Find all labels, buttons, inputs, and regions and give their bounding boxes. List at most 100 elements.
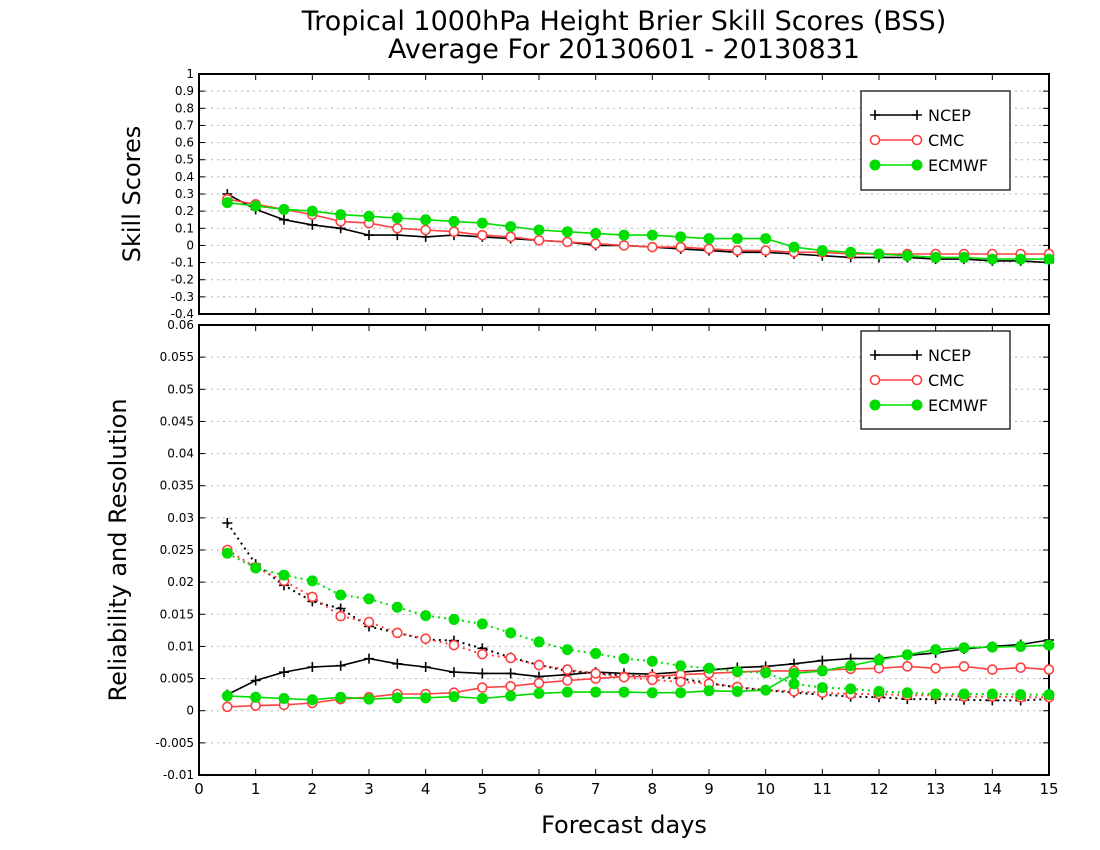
data-point — [590, 668, 601, 679]
data-point — [675, 660, 687, 672]
legend-label: ECMWF — [928, 396, 988, 415]
legend-marker — [911, 399, 923, 411]
legend-marker — [912, 350, 922, 360]
data-point — [561, 226, 573, 238]
x-tick-label: 15 — [1039, 780, 1058, 798]
data-point — [222, 518, 233, 528]
y-tick-label: 0.035 — [160, 479, 194, 493]
legend-marker — [869, 159, 881, 171]
data-point — [392, 627, 403, 639]
series-cmc-solid — [222, 193, 1055, 260]
data-point — [788, 667, 800, 679]
y-tick-label: 0.4 — [175, 170, 194, 184]
y-tick-label: 0.3 — [175, 187, 194, 201]
series-cmc-solid — [222, 661, 1055, 713]
series-line — [227, 665, 1050, 708]
legend-marker — [869, 374, 881, 386]
data-point — [476, 217, 488, 229]
data-point — [505, 231, 516, 243]
x-tick-label: 4 — [421, 780, 431, 798]
data-point — [760, 667, 772, 679]
data-point — [703, 243, 715, 255]
data-point — [675, 676, 686, 688]
data-point — [420, 610, 432, 622]
data-point — [930, 644, 942, 656]
y-tick-label: 0.05 — [167, 382, 194, 396]
data-point — [391, 692, 403, 704]
y-tick-label: -0.4 — [171, 307, 194, 321]
data-point — [279, 667, 289, 678]
legend-label: CMC — [928, 371, 964, 390]
data-point — [533, 636, 545, 648]
data-point — [986, 688, 998, 700]
legend-marker — [911, 159, 923, 171]
data-point — [221, 547, 233, 559]
data-point — [306, 205, 318, 217]
x-tick-label: 8 — [648, 780, 658, 798]
data-point — [335, 209, 347, 221]
data-point — [958, 251, 970, 263]
data-point — [675, 687, 687, 699]
data-point — [845, 246, 857, 258]
chart-title-line2: Average For 20130601 - 20130831 — [388, 34, 860, 65]
data-point — [1015, 253, 1027, 265]
data-point — [477, 668, 488, 679]
y-tick-label: 0.04 — [167, 447, 194, 461]
data-point — [335, 589, 347, 601]
data-point — [448, 613, 460, 625]
legend-marker — [911, 374, 923, 386]
data-point — [221, 197, 233, 209]
y-tick-label: 0.8 — [175, 101, 194, 115]
x-tick-label: 7 — [591, 780, 601, 798]
data-point — [817, 655, 828, 666]
data-point — [731, 666, 743, 677]
data-point — [307, 219, 318, 230]
legend-marker — [911, 134, 923, 146]
data-point — [278, 203, 290, 215]
data-point — [222, 701, 233, 713]
data-point — [987, 664, 998, 675]
data-point — [816, 245, 828, 257]
data-point — [958, 688, 970, 700]
y-tick-label: 0.025 — [160, 543, 194, 557]
data-point — [618, 229, 630, 241]
legend: NCEP CMC ECMWF — [860, 90, 1011, 191]
y-tick-label: 0.005 — [160, 672, 194, 686]
data-point — [646, 229, 658, 241]
y-tick-label: 0.06 — [167, 318, 194, 332]
data-point — [562, 236, 573, 248]
y-tick-label: -0.3 — [171, 290, 194, 304]
y-tick-label: 0.5 — [175, 153, 194, 167]
legend-marker — [912, 110, 922, 120]
data-point — [958, 661, 970, 672]
legend-label: ECMWF — [928, 156, 988, 175]
data-point — [590, 648, 602, 659]
data-point — [420, 214, 432, 226]
data-point — [250, 675, 261, 686]
data-point — [391, 212, 403, 224]
y-tick-label: -0.01 — [163, 768, 194, 782]
series-ecmwf-solid — [221, 197, 1055, 265]
data-point — [646, 655, 658, 667]
data-point — [477, 229, 488, 241]
y-tick-label: 0.1 — [175, 221, 194, 235]
data-point — [448, 691, 460, 703]
data-point — [703, 662, 715, 674]
data-point — [816, 665, 828, 677]
data-point — [873, 654, 885, 666]
x-tick-label: 11 — [813, 780, 832, 798]
data-point — [505, 680, 516, 692]
x-tick-label: 10 — [756, 780, 775, 798]
y-tick-label: 0.055 — [160, 350, 194, 364]
data-point — [618, 653, 630, 665]
data-point — [618, 671, 630, 683]
x-tick-label: 13 — [926, 780, 945, 798]
data-point — [391, 601, 403, 613]
x-tick-label: 9 — [704, 780, 714, 798]
data-point — [505, 221, 517, 233]
data-point — [788, 678, 800, 690]
y-tick-label: 0 — [186, 238, 194, 252]
x-tick-label: 3 — [364, 780, 374, 798]
data-point — [986, 641, 998, 653]
data-point — [250, 691, 262, 703]
